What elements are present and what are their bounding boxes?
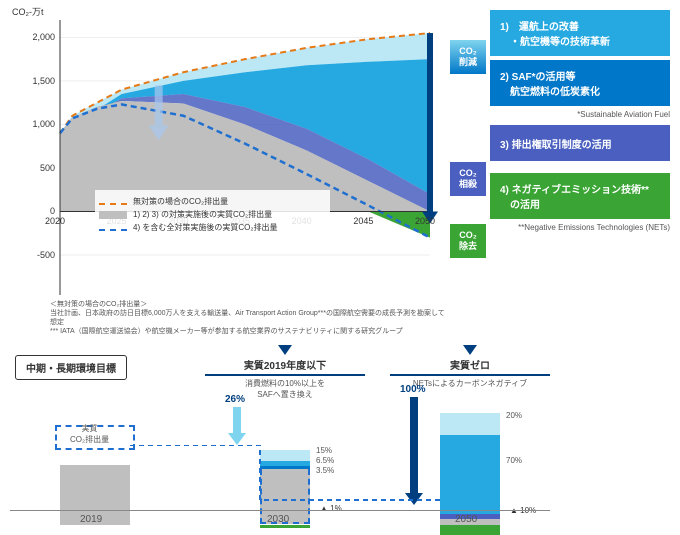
- note-nets: **Negative Emissions Technologies (NETs): [490, 223, 670, 232]
- triangle-icon: [278, 345, 292, 355]
- main-chart: CO₂-万t -50005001,0001,5002,000 202020252…: [10, 5, 440, 325]
- legend-swatch-gray: [99, 211, 127, 219]
- pct-100: 100%: [400, 384, 426, 395]
- box-4: 4) ネガティブエミッション技術** の活用: [490, 173, 670, 219]
- legend-label: 4) を含む全対策実施後の実質CO₂排出量: [133, 222, 277, 233]
- milestone-2030: 実質2019年度以下 消費燃料の10%以上を SAFへ置き換え: [205, 345, 365, 400]
- note-saf: *Sustainable Aviation Fuel: [490, 110, 670, 119]
- bar-2019-label: 実質 CO₂排出量: [70, 423, 109, 445]
- year-2050: 2050: [455, 514, 477, 525]
- chart-svg: [10, 5, 440, 305]
- footnote-header: ＜無対策の場合のCO₂排出量＞: [50, 300, 450, 309]
- year-2030: 2030: [267, 514, 289, 525]
- goal-box: 中期・長期環境目標: [15, 355, 127, 380]
- footnote: ＜無対策の場合のCO₂排出量＞ 当社計画、日本政府の訪日目標6,000万人を支え…: [50, 300, 450, 336]
- tag-reduce: CO₂ 削減: [450, 40, 486, 74]
- y-axis-label: CO₂-万t: [12, 5, 44, 18]
- connector: [130, 445, 450, 515]
- tag-remove: CO₂ 除去: [450, 224, 486, 258]
- milestone-title: 実質2019年度以下: [205, 355, 365, 376]
- box-1: 1) 運航上の改善 ・航空機等の技術革新: [490, 10, 670, 56]
- tag-offset: CO₂ 相殺: [450, 162, 486, 196]
- box-3: 3) 排出権取引制度の活用: [490, 125, 670, 161]
- legend-swatch-blue: [99, 229, 127, 231]
- arrow-down-icon: [228, 407, 246, 445]
- milestone-title: 実質ゼロ: [390, 355, 550, 376]
- legend-row: 4) を含む全対策実施後の実質CO₂排出量: [99, 222, 326, 233]
- legend-label: 無対策の場合のCO₂排出量: [133, 196, 228, 207]
- legend-swatch-bau: [99, 203, 127, 205]
- legend-row: 1) 2) 3) の対策実施後の実質CO₂排出量: [99, 209, 326, 220]
- legend-label: 1) 2) 3) の対策実施後の実質CO₂排出量: [133, 209, 272, 220]
- footnote-body: *** IATA（国際航空運送協会）や航空機メーカー等が参加する航空業界のサステ…: [50, 327, 450, 336]
- legend-row: 無対策の場合のCO₂排出量: [99, 196, 326, 207]
- seg-label: 20%: [506, 411, 522, 420]
- footnote-body: 当社計画、日本政府の訪日目標6,000万人を支える輸送量、Air Transpo…: [50, 309, 450, 327]
- seg-label: 70%: [506, 456, 522, 465]
- right-panel: CO₂ 削減 CO₂ 相殺 CO₂ 除去 1) 運航上の改善 ・航空機等の技術革…: [450, 10, 675, 238]
- year-2019: 2019: [80, 514, 102, 525]
- bottom-section: 中期・長期環境目標 実質2019年度以下 消費燃料の10%以上を SAFへ置き換…: [10, 345, 670, 525]
- pct-26: 26%: [225, 394, 245, 405]
- box-2: 2) SAF*の活用等 航空燃料の低炭素化: [490, 60, 670, 106]
- triangle-icon: [463, 345, 477, 355]
- baseline: [10, 510, 550, 511]
- milestone-2050: 実質ゼロ NETsによるカーボンネガティブ: [390, 345, 550, 389]
- legend: 無対策の場合のCO₂排出量 1) 2) 3) の対策実施後の実質CO₂排出量 4…: [95, 190, 330, 239]
